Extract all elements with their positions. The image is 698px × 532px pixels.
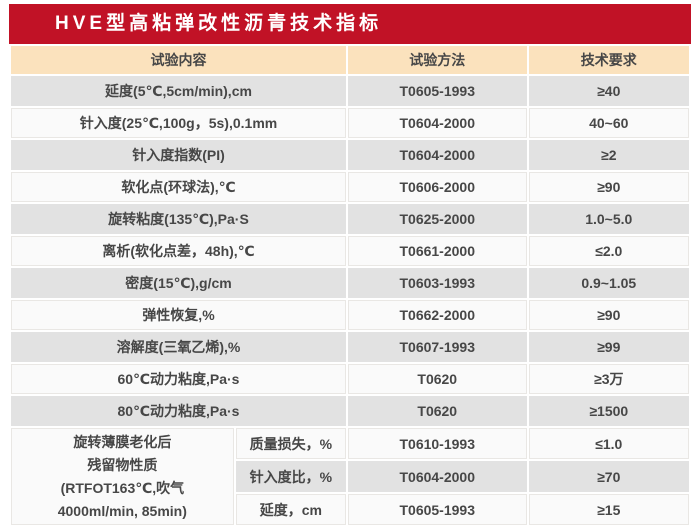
aged-label-line: (RTFOT163℃,吹气 (60, 479, 185, 496)
cell-requirement: ≤1.0 (528, 428, 689, 459)
table-row: 弹性恢复,% T0662-2000 ≥90 (11, 300, 689, 330)
cell-content: 旋转粘度(135℃),Pa·S (11, 204, 346, 234)
cell-content: 密度(15℃),g/cm (11, 268, 346, 298)
table-row: 软化点(环球法),℃ T0606-2000 ≥90 (11, 172, 689, 202)
table-row: 旋转粘度(135℃),Pa·S T0625-2000 1.0~5.0 (11, 204, 689, 234)
aged-label-line: 残留物性质 (87, 456, 158, 473)
cell-method: T0604-2000 (347, 140, 527, 170)
page-title: HVE型高粘弹改性沥青技术指标 (55, 13, 383, 34)
cell-content: 延度(5℃,5cm/min),cm (11, 76, 346, 106)
cell-method: T0606-2000 (347, 172, 527, 202)
cell-requirement: ≥99 (528, 332, 689, 362)
cell-content: 溶解度(三氧乙烯),% (11, 332, 346, 362)
cell-requirement: ≥70 (528, 461, 689, 492)
cell-method: T0620 (347, 364, 527, 394)
cell-method: T0605-1993 (347, 76, 527, 106)
aged-label-line: 4000ml/min, 85min) (57, 502, 187, 519)
title-bar: HVE型高粘弹改性沥青技术指标 (9, 4, 691, 44)
cell-requirement: 1.0~5.0 (528, 204, 689, 234)
table-row: 针入度指数(PI) T0604-2000 ≥2 (11, 140, 689, 170)
cell-requirement: ≥15 (528, 494, 689, 525)
cell-method: T0662-2000 (347, 300, 527, 330)
cell-property: 质量损失，% (235, 428, 346, 459)
table-row-aged: 针入度比，% T0604-2000 ≥70 (11, 461, 689, 492)
cell-requirement: ≥90 (528, 172, 689, 202)
cell-method: T0604-2000 (347, 108, 527, 138)
cell-property: 延度，cm (235, 494, 346, 525)
cell-method: T0605-1993 (347, 494, 527, 525)
col-header-test-method: 试验方法 (347, 46, 527, 74)
table-row: 溶解度(三氧乙烯),% T0607-1993 ≥99 (11, 332, 689, 362)
cell-method: T0607-1993 (347, 332, 527, 362)
cell-content: 弹性恢复,% (11, 300, 346, 330)
table-row: 密度(15℃),g/cm T0603-1993 0.9~1.05 (11, 268, 689, 298)
table-row-aged: 旋转薄膜老化后 残留物性质 (RTFOT163℃,吹气 4000ml/min, … (11, 428, 689, 525)
col-header-tech-requirement: 技术要求 (528, 46, 689, 74)
aged-group-label-cell: 旋转薄膜老化后 残留物性质 (RTFOT163℃,吹气 4000ml/min, … (11, 428, 234, 525)
cell-method: T0610-1993 (347, 428, 527, 459)
cell-method: T0604-2000 (347, 461, 527, 492)
table-row: 离析(软化点差，48h),℃ T0661-2000 ≤2.0 (11, 236, 689, 266)
table-row-aged: 延度，cm T0605-1993 ≥15 (11, 494, 689, 525)
cell-content: 60℃动力粘度,Pa·s (11, 364, 346, 394)
cell-requirement: 0.9~1.05 (528, 268, 689, 298)
cell-method: T0620 (347, 396, 527, 426)
cell-requirement: ≥90 (528, 300, 689, 330)
table-row: 针入度(25℃,100g，5s),0.1mm T0604-2000 40~60 (11, 108, 689, 138)
cell-method: T0625-2000 (347, 204, 527, 234)
cell-content: 离析(软化点差，48h),℃ (11, 236, 346, 266)
aged-label-line: 旋转薄膜老化后 (73, 433, 172, 450)
cell-property: 针入度比，% (235, 461, 346, 492)
col-header-test-content: 试验内容 (11, 46, 346, 74)
cell-requirement: ≥40 (528, 76, 689, 106)
cell-requirement: ≥2 (528, 140, 689, 170)
table-row: 延度(5℃,5cm/min),cm T0605-1993 ≥40 (11, 76, 689, 106)
cell-content: 软化点(环球法),℃ (11, 172, 346, 202)
table-row: 60℃动力粘度,Pa·s T0620 ≥3万 (11, 364, 689, 394)
table-row: 80℃动力粘度,Pa·s T0620 ≥1500 (11, 396, 689, 426)
cell-requirement: ≤2.0 (528, 236, 689, 266)
cell-content: 80℃动力粘度,Pa·s (11, 396, 346, 426)
spec-table: 试验内容 试验方法 技术要求 延度(5℃,5cm/min),cm T0605-1… (9, 44, 691, 527)
cell-content: 针入度指数(PI) (11, 140, 346, 170)
cell-method: T0603-1993 (347, 268, 527, 298)
cell-content: 针入度(25℃,100g，5s),0.1mm (11, 108, 346, 138)
header-row: 试验内容 试验方法 技术要求 (11, 46, 689, 74)
cell-requirement: ≥3万 (528, 364, 689, 394)
cell-requirement: ≥1500 (528, 396, 689, 426)
cell-method: T0661-2000 (347, 236, 527, 266)
cell-requirement: 40~60 (528, 108, 689, 138)
